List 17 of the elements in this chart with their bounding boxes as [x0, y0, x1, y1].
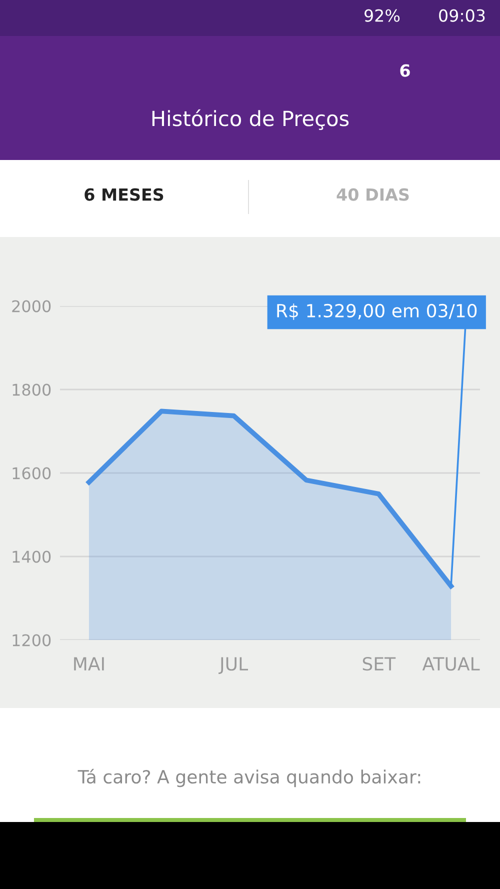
text: 6 MESES — [84, 188, 164, 201]
text: 09:03 — [439, 9, 485, 22]
y-tick-label: 1800 — [12, 384, 51, 396]
annotation: R$ 1.329,00 em 03/10 — [277, 304, 477, 320]
y-tick-label: 1400 — [12, 550, 51, 563]
chart-title: Histórico de Preços — [152, 109, 349, 130]
text: 40 DIAS — [336, 188, 409, 201]
text: 6 — [400, 64, 410, 77]
x-tick-label: SET — [362, 656, 396, 671]
text: Tá caro? A gente avisa quando baixar: — [78, 768, 420, 788]
y-tick-label: 1200 — [12, 634, 51, 646]
x-tick-label: ATUAL — [422, 657, 480, 671]
x-tick-label: MAI — [74, 657, 104, 670]
y-tick-label: 1600 — [12, 467, 51, 480]
x-tick-label: JUL — [218, 657, 248, 674]
text: 92% — [364, 9, 400, 22]
y-tick-label: 2000 — [12, 300, 51, 312]
